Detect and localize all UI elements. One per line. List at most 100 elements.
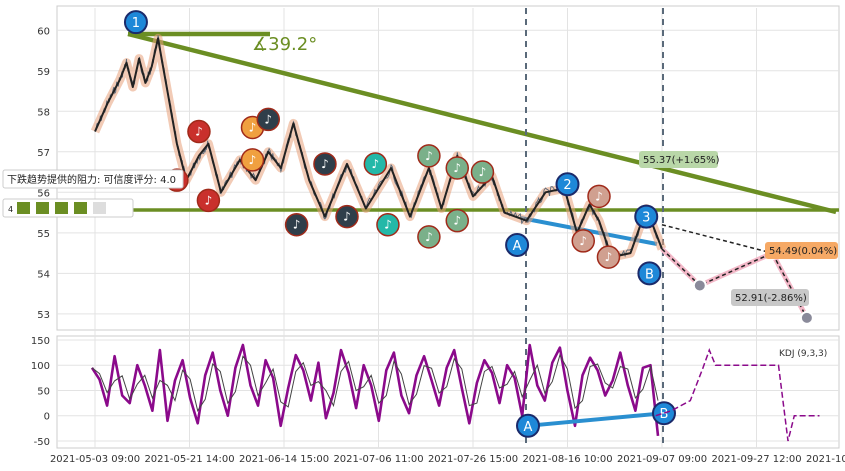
music-note-icon [587,184,611,209]
projection-branch [661,223,773,254]
score-icon-3 [55,202,68,214]
music-note-markers: ♪♪♪♪♪♪♪♪♪♪♪♪♪♪♪♪♪♪♪ [165,107,621,269]
music-note-icon [363,152,388,176]
music-note-glyph: ♪ [579,234,587,248]
price-y-tick-label: 57 [37,148,50,159]
music-note-glyph: ♪ [453,161,461,175]
wave-label-badge [555,172,580,197]
angle-label: ∡39.2° [252,34,317,55]
score-icon-2 [36,202,49,214]
projection-point [692,278,707,293]
x-tick-label: 2021-09-27 12:00 [711,454,801,465]
price-y-tick-label: 60 [37,26,50,37]
score-icon-4 [74,202,87,214]
music-note-icon [417,144,441,168]
price-y-tick-label: 59 [37,67,50,78]
price-y-tick-label: 58 [37,107,50,118]
x-tick-label: 2021-07-26 15:00 [428,454,518,465]
wave-label-badge [637,261,662,286]
resistance-note: 下跌趋势提供的阻力: 可信度评分: 4.0 [2,169,184,189]
music-note-icon [313,152,337,176]
kdj-ab-line [527,411,665,428]
music-note-icon [470,160,495,184]
price-y-tick-label: 56 [37,188,50,199]
downtrend-resistance-line [127,31,837,215]
kdj-d-line [91,353,659,412]
music-note-icon [284,212,309,237]
music-note-glyph: ♪ [343,210,351,224]
wave-label-text: 1 [132,16,140,31]
x-tick-label: 2021-07-06 11:00 [333,454,423,465]
music-note-icon [187,119,211,144]
projection-high-label: 55.37(+1.65%) [639,151,720,168]
x-tick-label: 2021-05-21 14:00 [144,454,234,465]
kdj-y-tick-label: 50 [37,386,50,397]
kdj-y-tick-label: 100 [31,361,50,372]
music-note-glyph: ♪ [425,149,433,163]
svg-text:54.49(0.04%): 54.49(0.04%) [769,246,837,257]
x-axis-ticks: 2021-05-03 09:00 2021-05-21 14:00 2021-06-… [50,454,845,465]
music-note-glyph: ♪ [195,125,203,139]
music-note-icon [376,212,400,237]
kdj-projection-line [655,348,820,442]
kdj-wave-text: A [524,420,533,435]
projection-series [660,223,814,325]
kdj-y-tick-label: -50 [34,437,50,448]
svg-text:52.91(-2.86%): 52.91(-2.86%) [735,293,807,304]
music-note-icon [445,156,469,180]
price-y-tick-label: 55 [37,229,50,240]
music-note-icon [417,225,441,249]
x-tick-label: 2021-05-03 09:00 [50,454,140,465]
music-note-icon [240,148,265,172]
music-note-glyph: ♪ [321,157,329,171]
wave-labels: 1 2 3 A B [123,10,662,286]
wave-label-text: A [513,239,522,254]
projection-low-label: 52.91(-2.86%) [731,289,809,306]
wave-label-badge [634,204,659,229]
x-tick-label: 2021-06-14 15:00 [239,454,329,465]
music-note-glyph: ♪ [605,250,613,264]
music-note-icon [445,208,469,233]
resistance-score-badge: 4 [2,198,134,218]
price-y-ticks: 53 54 55 56 57 58 59 60 [37,26,50,321]
music-note-icon [256,107,280,132]
music-note-glyph: ♪ [453,214,461,228]
music-note-icon [196,188,221,213]
price-y-tick-label: 54 [37,269,50,280]
music-note-icon [335,204,359,229]
projection-point [799,310,814,325]
x-tick-label: 2021-09-07 09:00 [617,454,707,465]
kdj-panel-frame [56,335,840,449]
wave-label-badge [505,232,530,257]
music-note-glyph: ♪ [372,157,380,171]
music-note-glyph: ♪ [425,230,433,244]
music-note-glyph: ♪ [249,153,257,167]
projection-path [661,248,808,319]
wave-label-text: 2 [563,178,571,193]
wave-label-text: B [645,267,654,282]
resistance-score-text: 4 [8,205,13,214]
resistance-note-text: 下跌趋势提供的阻力: 可信度评分: 4.0 [7,173,176,186]
music-note-glyph: ♪ [595,189,603,203]
x-tick-label: 2021-08-16 10:00 [522,454,612,465]
kdj-wave-badge [516,413,540,438]
music-note-icon [596,245,621,269]
music-note-glyph: ♪ [249,120,257,134]
kdj-y-tick-label: 0 [44,412,50,423]
kdj-wave-badge [652,401,676,426]
score-icon-1 [17,202,30,214]
price-y-tick-label: 53 [37,310,50,321]
music-note-glyph: ♪ [293,218,301,232]
music-note-glyph: ♪ [264,112,272,126]
kdj-wave-text: B [660,407,669,422]
kdj-y-tick-label: 150 [31,336,50,347]
music-note-glyph: ♪ [479,165,487,179]
score-icon-5 [93,202,106,214]
kdj-y-ticks: -50 0 50 100 150 [31,336,50,448]
wave-label-badge [123,10,148,35]
music-note-icon [571,229,595,253]
projection-mid-label: 54.49(0.04%) [765,242,838,259]
kdj-k-line [90,343,660,437]
